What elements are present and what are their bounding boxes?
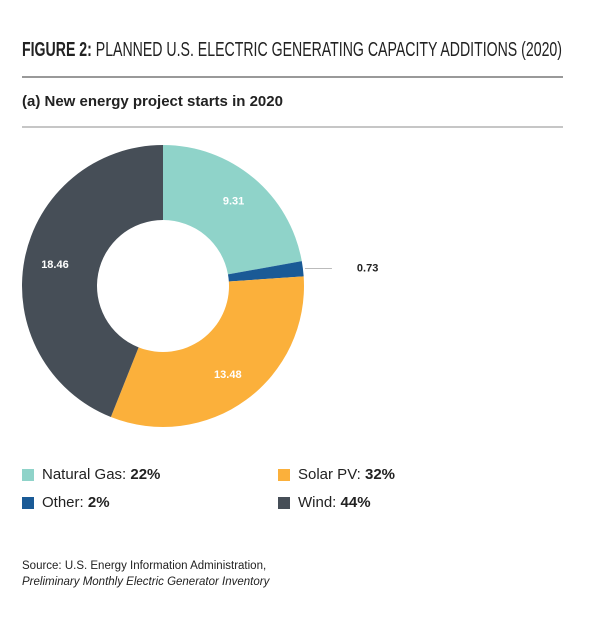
legend-entry: Other: 2% — [42, 494, 110, 511]
legend-entry: Wind: 44% — [298, 494, 371, 511]
donut-segment — [21, 145, 163, 418]
legend-name: Solar PV: — [298, 466, 361, 483]
legend-name: Wind: — [298, 494, 336, 511]
title-prefix: FIGURE 2: — [22, 39, 92, 61]
legend-share: 32% — [365, 466, 395, 483]
legend-name: Other: — [42, 494, 84, 511]
donut-segment — [227, 261, 304, 282]
legend-swatch — [22, 469, 34, 481]
source: Source: U.S. Energy Information Administ… — [22, 560, 266, 572]
source-title: Preliminary Monthly Electric Generator I… — [22, 576, 271, 588]
legend-entry: Solar PV: 32% — [298, 466, 395, 483]
legend-swatch — [278, 497, 290, 509]
subtitle: (a) New energy project starts in 2020 — [22, 93, 283, 110]
title-text: PLANNED U.S. ELECTRIC GENERATING CAPACIT… — [96, 39, 562, 61]
data-label: 9.31 — [223, 196, 244, 208]
data-label: 0.73 — [357, 262, 378, 274]
legend-share: 22% — [130, 466, 160, 483]
donut-segment — [110, 276, 305, 427]
legend-share: 2% — [88, 494, 110, 511]
legend-entry: Natural Gas: 22% — [42, 466, 160, 483]
data-label: 13.48 — [214, 369, 242, 381]
legend-swatch — [22, 497, 34, 509]
chart-title: FIGURE 2: PLANNED U.S. ELECTRIC GENERATI… — [22, 39, 562, 61]
donut: 9.31 0.73 13.48 18.46 — [21, 145, 378, 427]
legend-share: 44% — [341, 494, 371, 511]
legend-swatch — [278, 469, 290, 481]
data-label: 18.46 — [41, 259, 69, 271]
legend: Natural Gas: 22% Other: 2% Solar PV: 32% Wi… — [22, 466, 395, 511]
legend-name: Natural Gas: — [42, 466, 126, 483]
donut-segment — [163, 145, 302, 275]
